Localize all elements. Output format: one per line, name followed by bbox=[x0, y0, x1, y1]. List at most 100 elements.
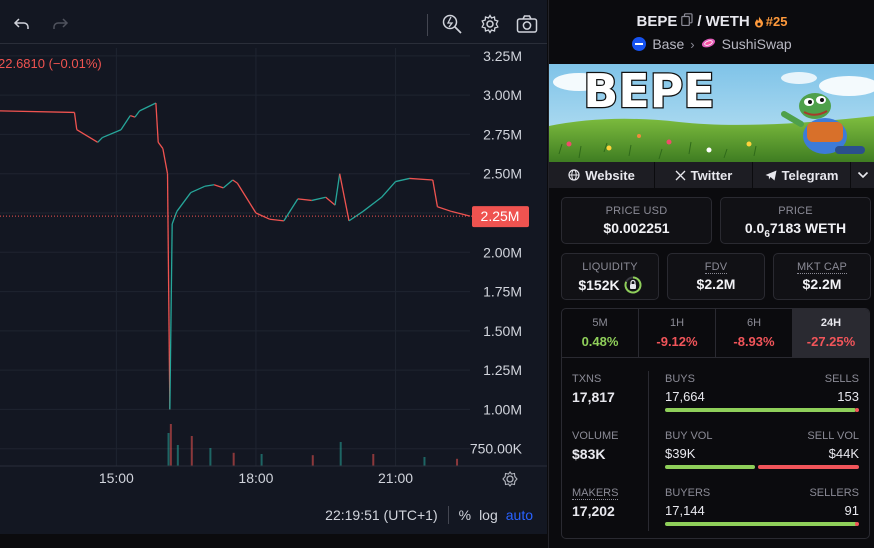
sells-value: 153 bbox=[837, 389, 859, 404]
sells-bar-fill bbox=[855, 408, 859, 412]
price-segment bbox=[232, 179, 238, 184]
buys-bar-fill bbox=[665, 408, 856, 412]
undo-icon[interactable] bbox=[10, 12, 34, 36]
volume-label: VOLUME bbox=[572, 430, 619, 442]
chain-name[interactable]: Base bbox=[652, 36, 685, 52]
tab-5m[interactable]: 5M 0.48% bbox=[562, 309, 639, 357]
liquidity-card: LIQUIDITY $152K bbox=[561, 253, 659, 300]
twitter-button[interactable]: Twitter bbox=[655, 162, 753, 188]
time-axis-settings-icon[interactable] bbox=[502, 471, 518, 487]
current-price-badge bbox=[472, 206, 529, 228]
makers-label[interactable]: MAKERS bbox=[572, 487, 619, 500]
price-segment bbox=[362, 196, 382, 212]
timeframe-tabs: 5M 0.48% 1H -9.12% 6H -8.93% 24H -27.25% bbox=[561, 308, 870, 358]
bottom-separator bbox=[447, 506, 449, 524]
volume-value: $83K bbox=[572, 446, 606, 462]
tab-6h[interactable]: 6H -8.93% bbox=[716, 309, 793, 357]
time-tick-label: 21:00 bbox=[378, 470, 413, 486]
txns-label: TXNS bbox=[572, 373, 602, 385]
market-cap-label[interactable]: MKT CAP bbox=[796, 261, 848, 274]
price-segment bbox=[176, 192, 192, 212]
tab-5m-change: 0.48% bbox=[581, 334, 619, 349]
price-segment bbox=[297, 198, 312, 202]
price-segment bbox=[222, 179, 234, 189]
txns-stat: TXNS 17,817 bbox=[572, 373, 615, 405]
auto-scale-toggle[interactable]: auto bbox=[505, 507, 533, 523]
dex-name[interactable]: SushiSwap bbox=[721, 36, 792, 52]
indicator-zoom-icon[interactable] bbox=[440, 12, 464, 36]
buyers-value: 17,144 bbox=[665, 503, 705, 518]
fdv-card: FDV $2.2M bbox=[667, 253, 765, 300]
price-segment bbox=[236, 182, 257, 214]
tab-6h-change: -8.93% bbox=[733, 334, 775, 349]
clock-readout: 22:19:51 (UTC+1) bbox=[325, 507, 438, 523]
makers-stat: MAKERS 17,202 bbox=[572, 487, 619, 519]
price-tick-label: 3.00M bbox=[483, 87, 522, 103]
price-native-label: PRICE bbox=[778, 205, 813, 217]
tab-6h-label: 6H bbox=[746, 317, 762, 329]
buy-sell-volume-stat: BUY VOL SELL VOL $39K $44K bbox=[665, 430, 859, 469]
buys-value: 17,664 bbox=[665, 389, 705, 404]
price-segment bbox=[255, 212, 271, 220]
time-tick-label: 18:00 bbox=[238, 470, 273, 486]
buys-sells-stat: BUYS SELLS 17,664 153 bbox=[665, 373, 859, 412]
more-links-button[interactable] bbox=[851, 162, 874, 188]
tab-5m-label: 5M bbox=[592, 317, 608, 329]
copy-icon[interactable] bbox=[681, 13, 694, 30]
volume-bar bbox=[311, 455, 314, 466]
price-segment bbox=[395, 177, 410, 183]
price-tick-label: 2.00M bbox=[483, 244, 522, 260]
price-native-suffix: 7183 WETH bbox=[769, 220, 847, 236]
telegram-button[interactable]: Telegram bbox=[753, 162, 851, 188]
price-tick-label: 750.00K bbox=[470, 441, 523, 457]
price-tick-label: 1.75M bbox=[483, 284, 522, 300]
volume-bar bbox=[372, 454, 375, 466]
rank-badge[interactable]: #25 bbox=[754, 14, 787, 29]
sell-volume-value: $44K bbox=[828, 446, 859, 461]
chevron-right-icon: › bbox=[690, 36, 695, 52]
globe-icon bbox=[568, 169, 580, 181]
price-segment bbox=[437, 206, 452, 213]
website-label: Website bbox=[585, 167, 635, 183]
buyers-bar-fill bbox=[665, 522, 857, 526]
volume-bar bbox=[167, 433, 170, 466]
camera-icon[interactable] bbox=[515, 12, 539, 36]
ohlc-readout: 22.6810 (−0.01%) bbox=[0, 56, 102, 71]
price-chart[interactable]: 3.25M 3.00M 2.75M 2.50M 2.25M 2.00M 1.75M 1.50M… bbox=[0, 44, 547, 496]
buyers-sellers-bar bbox=[665, 522, 859, 526]
twitter-label: Twitter bbox=[690, 167, 733, 183]
sellers-value: 91 bbox=[844, 503, 859, 518]
price-segment bbox=[76, 129, 99, 143]
price-segment bbox=[190, 185, 206, 194]
price-segment bbox=[283, 198, 299, 222]
pair-info-panel: BEPE / WETH #25 Base › SushiSwap bbox=[548, 0, 874, 548]
price-segment bbox=[213, 184, 224, 189]
percent-toggle[interactable]: % bbox=[458, 507, 472, 523]
pair-separator: / bbox=[697, 13, 702, 30]
sell-volume-bar-fill bbox=[757, 465, 859, 469]
price-segment bbox=[130, 114, 136, 118]
price-segment bbox=[325, 196, 336, 206]
price-series bbox=[0, 102, 472, 410]
tab-24h[interactable]: 24H -27.25% bbox=[793, 309, 869, 357]
price-segment bbox=[73, 112, 78, 130]
price-segment bbox=[162, 148, 169, 174]
website-button[interactable]: Website bbox=[549, 162, 655, 188]
base-chain-icon bbox=[632, 37, 647, 51]
price-usd-card: PRICE USD $0.002251 bbox=[561, 197, 712, 244]
price-segment bbox=[0, 110, 75, 114]
tab-1h[interactable]: 1H -9.12% bbox=[639, 309, 716, 357]
price-segment bbox=[409, 177, 433, 181]
volume-bar bbox=[190, 436, 193, 466]
log-toggle[interactable]: log bbox=[479, 507, 498, 523]
chart-panel[interactable]: 3.25M 3.00M 2.75M 2.50M 2.25M 2.00M 1.75M 1.50M… bbox=[0, 0, 547, 548]
redo-icon[interactable] bbox=[48, 12, 72, 36]
settings-gear-icon[interactable] bbox=[478, 12, 502, 36]
price-segment bbox=[334, 173, 341, 206]
chart-footer-strip bbox=[0, 534, 547, 548]
fdv-label[interactable]: FDV bbox=[704, 261, 728, 274]
time-axis: 15:00 18:00 21:00 bbox=[0, 465, 547, 486]
market-cap-card: MKT CAP $2.2M bbox=[773, 253, 871, 300]
liquidity-lock-icon[interactable] bbox=[624, 276, 642, 294]
price-segment bbox=[155, 102, 159, 143]
